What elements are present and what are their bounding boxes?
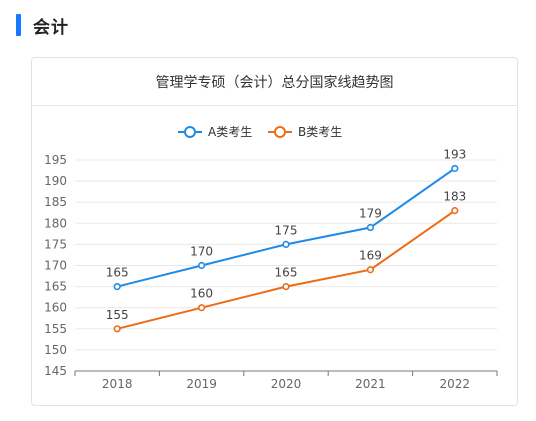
section-title: 会计 [33,17,69,38]
data-point [366,266,375,274]
y-tick-label: 155 [44,322,67,336]
data-label: 169 [359,249,382,263]
data-point [366,223,375,232]
legend-swatch-marker [274,126,286,138]
y-tick-label: 195 [44,153,67,167]
y-tick-label: 145 [44,364,67,378]
y-tick-label: 185 [44,195,67,209]
chart-card: 管理学专硕（会计）总分国家线趋势图 [31,57,518,406]
data-label: 193 [443,147,466,161]
chart-card-header: 管理学专硕（会计）总分国家线趋势图 [32,58,517,106]
data-label: 165 [275,266,298,280]
y-tick-label: 160 [44,301,67,315]
x-tick-label: 2018 [102,377,133,391]
x-tick-label: 2022 [440,377,471,391]
x-tick-label: 2020 [271,377,302,391]
data-point [198,261,206,270]
data-point [113,325,121,333]
x-tick-label: 2019 [186,377,217,391]
data-point [451,207,459,215]
y-tick-label: 180 [44,216,67,230]
y-tick-label: 175 [44,237,67,251]
data-point [451,164,459,173]
data-label: 155 [106,308,129,322]
data-point [198,304,206,312]
section-accent-bar [16,14,21,36]
chart-title: 管理学专硕（会计）总分国家线趋势图 [155,74,394,91]
data-label: 175 [275,223,298,237]
data-label: 160 [190,287,213,301]
legend-label: B类考生 [298,125,342,139]
data-label: 170 [190,245,213,259]
data-point [282,240,290,248]
y-tick-label: 150 [44,343,67,357]
y-tick-label: 190 [44,174,67,188]
section-header: 会计 [16,14,69,38]
legend-swatch-marker [184,126,196,138]
data-point [282,283,290,291]
data-point [113,283,121,291]
data-label: 183 [443,190,466,204]
data-label: 165 [106,266,129,280]
legend-label: A类考生 [208,125,252,139]
x-tick-label: 2021 [355,377,386,391]
y-tick-label: 170 [44,259,67,273]
data-label: 179 [359,207,382,221]
y-tick-label: 165 [44,280,67,294]
